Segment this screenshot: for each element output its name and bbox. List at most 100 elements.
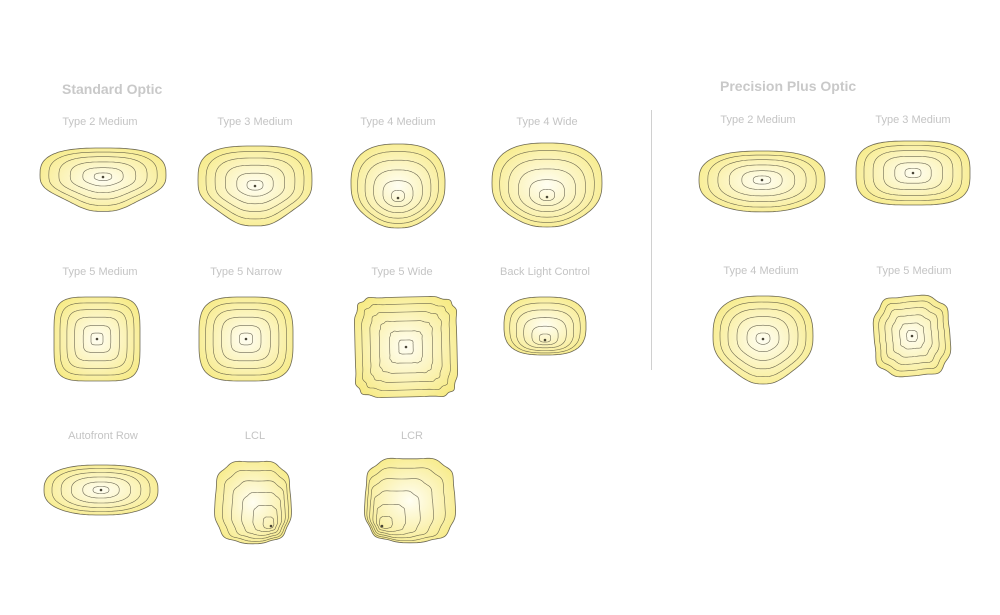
plot-standard-type-3-medium-contour-3 (214, 157, 296, 212)
plot-standard-type-5-narrow-contour-4 (221, 316, 271, 362)
plot-standard-type-5-wide-contour-2 (361, 303, 451, 391)
plot-standard-type-2-medium-contour-1 (39, 147, 167, 212)
plot-precision-type-5-medium-contour-5 (899, 322, 925, 350)
plot-precision-type-5-medium-contour-2 (878, 300, 946, 372)
plot-precision-type-5-medium-contour-3 (884, 307, 940, 365)
plot-standard-back-light-control (503, 296, 587, 356)
plot-standard-type-5-medium (53, 296, 141, 382)
plot-standard-type-4-medium-contour-2 (357, 151, 439, 224)
label-precision-type-2-medium: Type 2 Medium (720, 114, 796, 126)
label-standard-type-5-medium: Type 5 Medium (62, 266, 138, 278)
plot-standard-lcr (363, 457, 457, 544)
label-standard-type-2-medium: Type 2 Medium (62, 116, 138, 128)
plot-precision-type-3-medium-contour-5 (894, 162, 932, 184)
plot-precision-type-5-medium (872, 294, 952, 378)
plot-standard-lcl-contour-6 (262, 516, 275, 529)
plot-standard-type-2-medium-contour-5 (82, 167, 124, 187)
label-standard-type-4-wide: Type 4 Wide (516, 116, 578, 128)
plot-standard-autofront-row-contour-6 (92, 486, 110, 494)
plot-standard-type-5-wide-contour-4 (378, 320, 434, 374)
plot-standard-type-5-medium-contour-2 (59, 302, 135, 376)
plot-standard-lcl-contour-5 (252, 505, 278, 532)
plot-standard-type-5-narrow-contour-6 (239, 332, 253, 346)
plot-standard-lcr-contour-4 (372, 490, 421, 536)
plot-standard-lcl-contour-3 (231, 480, 286, 539)
plot-standard-type-5-wide-contour-6 (398, 339, 414, 355)
plot-standard-type-4-wide-contour-4 (518, 168, 576, 212)
plot-standard-back-light-control-contour-4 (523, 317, 567, 349)
plot-standard-type-5-wide-contour-5 (389, 330, 423, 364)
plot-standard-type-4-medium-contour-5 (382, 180, 414, 207)
plot-standard-back-light-control-center-mark (543, 338, 547, 342)
plot-standard-type-5-wide-contour-3 (369, 311, 443, 383)
plot-standard-lcr-contour-2 (366, 467, 446, 541)
plot-precision-type-4-medium-contour-6 (755, 332, 771, 345)
plot-standard-type-5-narrow-center-mark (244, 337, 248, 341)
plot-precision-type-2-medium-contour-3 (717, 159, 807, 202)
plot-standard-type-4-wide-contour-2 (499, 150, 595, 223)
plot-standard-type-4-medium-center-mark (396, 196, 400, 200)
plot-precision-type-4-medium-contour-3 (727, 308, 799, 370)
label-precision-type-3-medium: Type 3 Medium (875, 114, 951, 126)
plot-precision-type-2-medium (698, 150, 826, 213)
label-standard-lcl: LCL (244, 430, 266, 442)
plot-standard-type-5-narrow-contour-2 (205, 302, 287, 376)
plot-standard-type-2-medium-contour-2 (48, 151, 158, 206)
plot-standard-autofront-row-contour-4 (71, 476, 131, 504)
plot-standard-type-5-narrow (198, 296, 294, 382)
plot-precision-type-3-medium-contour-6 (904, 168, 922, 178)
label-standard-back-light-control: Back Light Control (500, 266, 590, 278)
plot-standard-autofront-row-contour-3 (60, 472, 142, 508)
plot-standard-lcl-center-mark (269, 524, 273, 528)
plot-standard-type-2-medium-center-mark (101, 175, 105, 179)
plot-standard-lcl (214, 460, 292, 545)
plot-standard-lcl-contour-2 (222, 470, 289, 542)
section-divider (651, 110, 652, 370)
plot-standard-type-5-medium-contour-6 (90, 332, 104, 346)
plot-standard-back-light-control-contour-5 (531, 325, 559, 346)
plot-standard-type-4-medium-contour-4 (373, 169, 423, 213)
plot-standard-type-4-wide-center-mark (545, 195, 549, 199)
plot-standard-type-4-medium (350, 143, 446, 229)
plot-standard-type-5-wide (353, 295, 459, 399)
plot-standard-lcl-contour-4 (241, 492, 282, 536)
plot-standard-lcr-contour-5 (376, 504, 406, 532)
standard-optic-title: Standard Optic (62, 81, 163, 97)
plot-standard-type-3-medium-contour-6 (246, 180, 264, 191)
plot-standard-type-4-medium-contour-3 (364, 159, 432, 219)
label-standard-type-4-medium: Type 4 Medium (360, 116, 436, 128)
label-precision-type-4-medium: Type 4 Medium (723, 265, 799, 277)
plot-standard-type-4-wide-contour-6 (539, 189, 555, 201)
plot-standard-type-2-medium-contour-6 (93, 172, 113, 181)
plot-standard-type-4-wide-contour-5 (529, 179, 565, 206)
plot-standard-type-3-medium-contour-4 (225, 164, 285, 205)
plot-standard-lcl-contour-1 (214, 460, 292, 545)
plot-standard-back-light-control-contour-3 (516, 309, 574, 351)
plot-standard-type-4-wide-contour-3 (508, 158, 586, 218)
plot-standard-type-5-narrow-contour-5 (230, 325, 262, 353)
plot-precision-type-4-medium-center-mark (761, 337, 765, 341)
plot-standard-type-4-wide-contour-1 (491, 142, 603, 228)
plot-standard-autofront-row (43, 464, 159, 516)
label-standard-type-5-narrow: Type 5 Narrow (210, 266, 282, 278)
plot-standard-back-light-control-contour-6 (539, 333, 551, 343)
plot-standard-lcr-contour-1 (363, 457, 457, 544)
plot-standard-autofront-row-center-mark (99, 488, 103, 492)
plot-precision-type-4-medium-contour-5 (746, 324, 780, 353)
plot-precision-type-5-medium-center-mark (910, 334, 914, 338)
plot-standard-type-3-medium (197, 145, 313, 227)
plot-precision-type-3-medium (855, 140, 971, 206)
plot-standard-lcr-contour-6 (379, 516, 393, 529)
plot-standard-type-5-medium-center-mark (95, 337, 99, 341)
plot-standard-type-5-medium-contour-3 (66, 309, 128, 369)
label-precision-type-5-medium: Type 5 Medium (876, 265, 952, 277)
plot-standard-type-2-medium-contour-3 (58, 156, 148, 200)
label-standard-lcr: LCR (400, 430, 424, 442)
plot-precision-type-4-medium (712, 295, 814, 385)
plot-standard-type-5-wide-center-mark (404, 345, 408, 349)
plot-standard-type-4-medium-contour-6 (391, 190, 405, 202)
plot-precision-type-3-medium-contour-2 (863, 145, 963, 201)
plot-standard-type-5-medium-contour-4 (74, 316, 120, 362)
plot-standard-type-3-medium-center-mark (253, 184, 257, 188)
plot-standard-type-5-narrow-contour-3 (212, 309, 280, 369)
